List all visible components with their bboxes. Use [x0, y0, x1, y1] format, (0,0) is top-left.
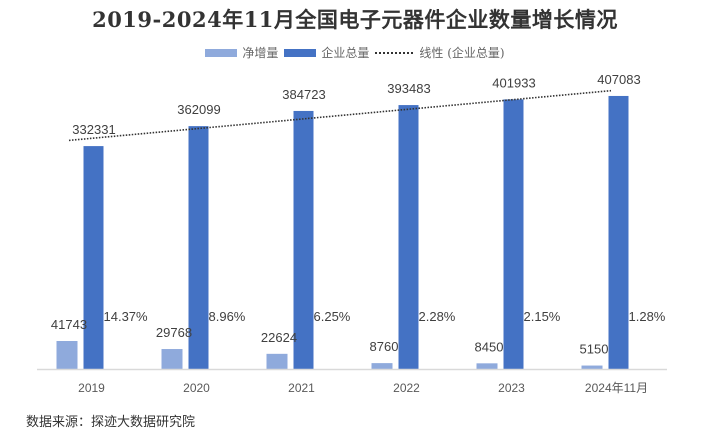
- data-label-total: 384723: [282, 87, 325, 102]
- x-tick-label: 2024年11月: [585, 381, 648, 395]
- x-tick-label: 2023: [498, 381, 525, 395]
- data-label-growth-rate: 2.28%: [419, 309, 456, 324]
- bar-net: [581, 365, 603, 369]
- bar-total: [608, 95, 629, 369]
- chart-title: 2019-2024年11月全国电子元器件企业数量增长情况: [92, 7, 618, 32]
- bar-net: [56, 341, 78, 369]
- legend-swatch-trend: [375, 51, 414, 54]
- bar-total: [398, 105, 419, 369]
- legend-item-net: 净增量: [205, 44, 278, 61]
- bar-net: [161, 349, 183, 369]
- legend-label-total: 企业总量: [321, 46, 370, 60]
- x-tick-label: 2020: [183, 381, 210, 395]
- data-label-total: 401933: [492, 75, 535, 90]
- bar-total: [188, 126, 209, 369]
- x-tick-label: 2021: [288, 381, 315, 395]
- legend-item-trend: 线性 (企业总量): [375, 44, 505, 61]
- legend-item-total: 企业总量: [284, 44, 369, 61]
- x-tick-label: 2019: [78, 381, 105, 395]
- data-label-growth-rate: 2.15%: [524, 309, 561, 324]
- bar-net: [476, 363, 498, 369]
- legend: 净增量 企业总量 线性 (企业总量): [0, 44, 710, 61]
- bar-total: [83, 146, 104, 369]
- data-label-growth-rate: 1.28%: [629, 309, 666, 324]
- legend-label-net: 净增量: [242, 46, 279, 60]
- data-label-net: 22624: [261, 330, 297, 345]
- data-label-net: 41743: [51, 317, 87, 332]
- legend-swatch-net: [205, 48, 238, 57]
- data-label-total: 362099: [177, 102, 220, 117]
- data-label-total: 332331: [72, 122, 115, 137]
- data-label-total: 407083: [597, 72, 640, 87]
- data-label-growth-rate: 14.37%: [104, 309, 149, 324]
- data-label-net: 8450: [475, 339, 504, 354]
- legend-swatch-total: [284, 48, 317, 57]
- data-label-growth-rate: 6.25%: [314, 309, 351, 324]
- data-label-net: 29768: [156, 325, 192, 340]
- x-tick-label: 2022: [393, 381, 420, 395]
- bar-total: [293, 110, 314, 369]
- bar-net: [266, 353, 288, 369]
- data-label-net: 8760: [370, 339, 399, 354]
- data-source: 数据来源：探迹大数据研究院: [26, 415, 196, 430]
- bar-net: [371, 363, 393, 369]
- data-label-net: 5150: [580, 342, 609, 357]
- legend-label-trend: 线性 (企业总量): [419, 46, 505, 60]
- trendline: [68, 89, 612, 142]
- data-label-total: 393483: [387, 81, 430, 96]
- data-label-growth-rate: 8.96%: [209, 309, 246, 324]
- bar-total: [503, 99, 524, 369]
